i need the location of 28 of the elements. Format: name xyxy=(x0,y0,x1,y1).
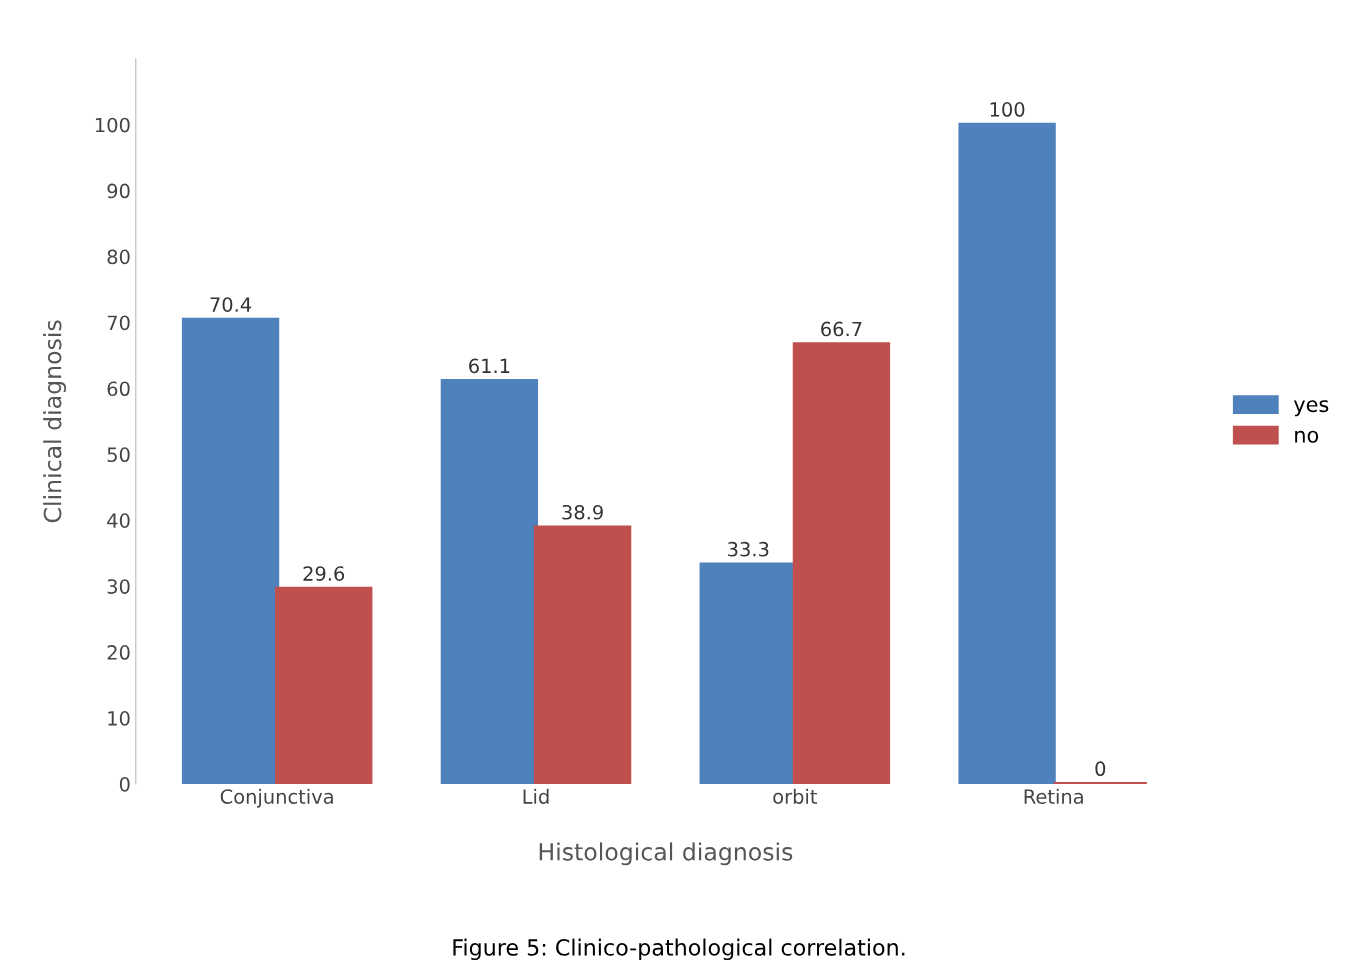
data-label: 66.7 xyxy=(821,321,862,337)
y-tick-label: 20 xyxy=(107,645,130,660)
x-tick-label: Lid xyxy=(523,788,549,804)
data-label: 38.9 xyxy=(562,504,603,520)
y-tick-label: 60 xyxy=(107,381,130,397)
y-tick-label: 80 xyxy=(107,249,130,265)
y-tick-label: 30 xyxy=(107,579,130,594)
y-tick-label: 70 xyxy=(107,315,130,331)
data-label: 33.3 xyxy=(728,541,769,557)
y-axis-title: Clinical diagnosis xyxy=(43,320,67,523)
y-tick-label: 100 xyxy=(95,117,130,133)
x-axis-title: Histological diagnosis xyxy=(539,842,793,866)
data-label: 29.6 xyxy=(303,566,345,581)
data-label: 100 xyxy=(990,102,1025,117)
y-tick-label: 0 xyxy=(119,776,130,792)
x-tick-label: orbit xyxy=(773,788,818,804)
data-label: 0 xyxy=(1095,761,1106,777)
data-label: 70.4 xyxy=(210,297,252,312)
legend-label: no xyxy=(1295,430,1319,443)
text: Figure 5: Clinico-pathological correlation. xyxy=(453,938,905,961)
data-label: 61.1 xyxy=(469,358,510,374)
y-tick-label: 40 xyxy=(107,513,130,528)
x-tick-label: Conjunctiva xyxy=(220,788,333,808)
y-tick-label: 90 xyxy=(107,183,130,199)
y-tick-label: 10 xyxy=(108,711,130,726)
x-tick-label: Retina xyxy=(1024,788,1083,804)
y-tick-label: 50 xyxy=(107,447,130,463)
legend-label: yes xyxy=(1293,400,1329,417)
